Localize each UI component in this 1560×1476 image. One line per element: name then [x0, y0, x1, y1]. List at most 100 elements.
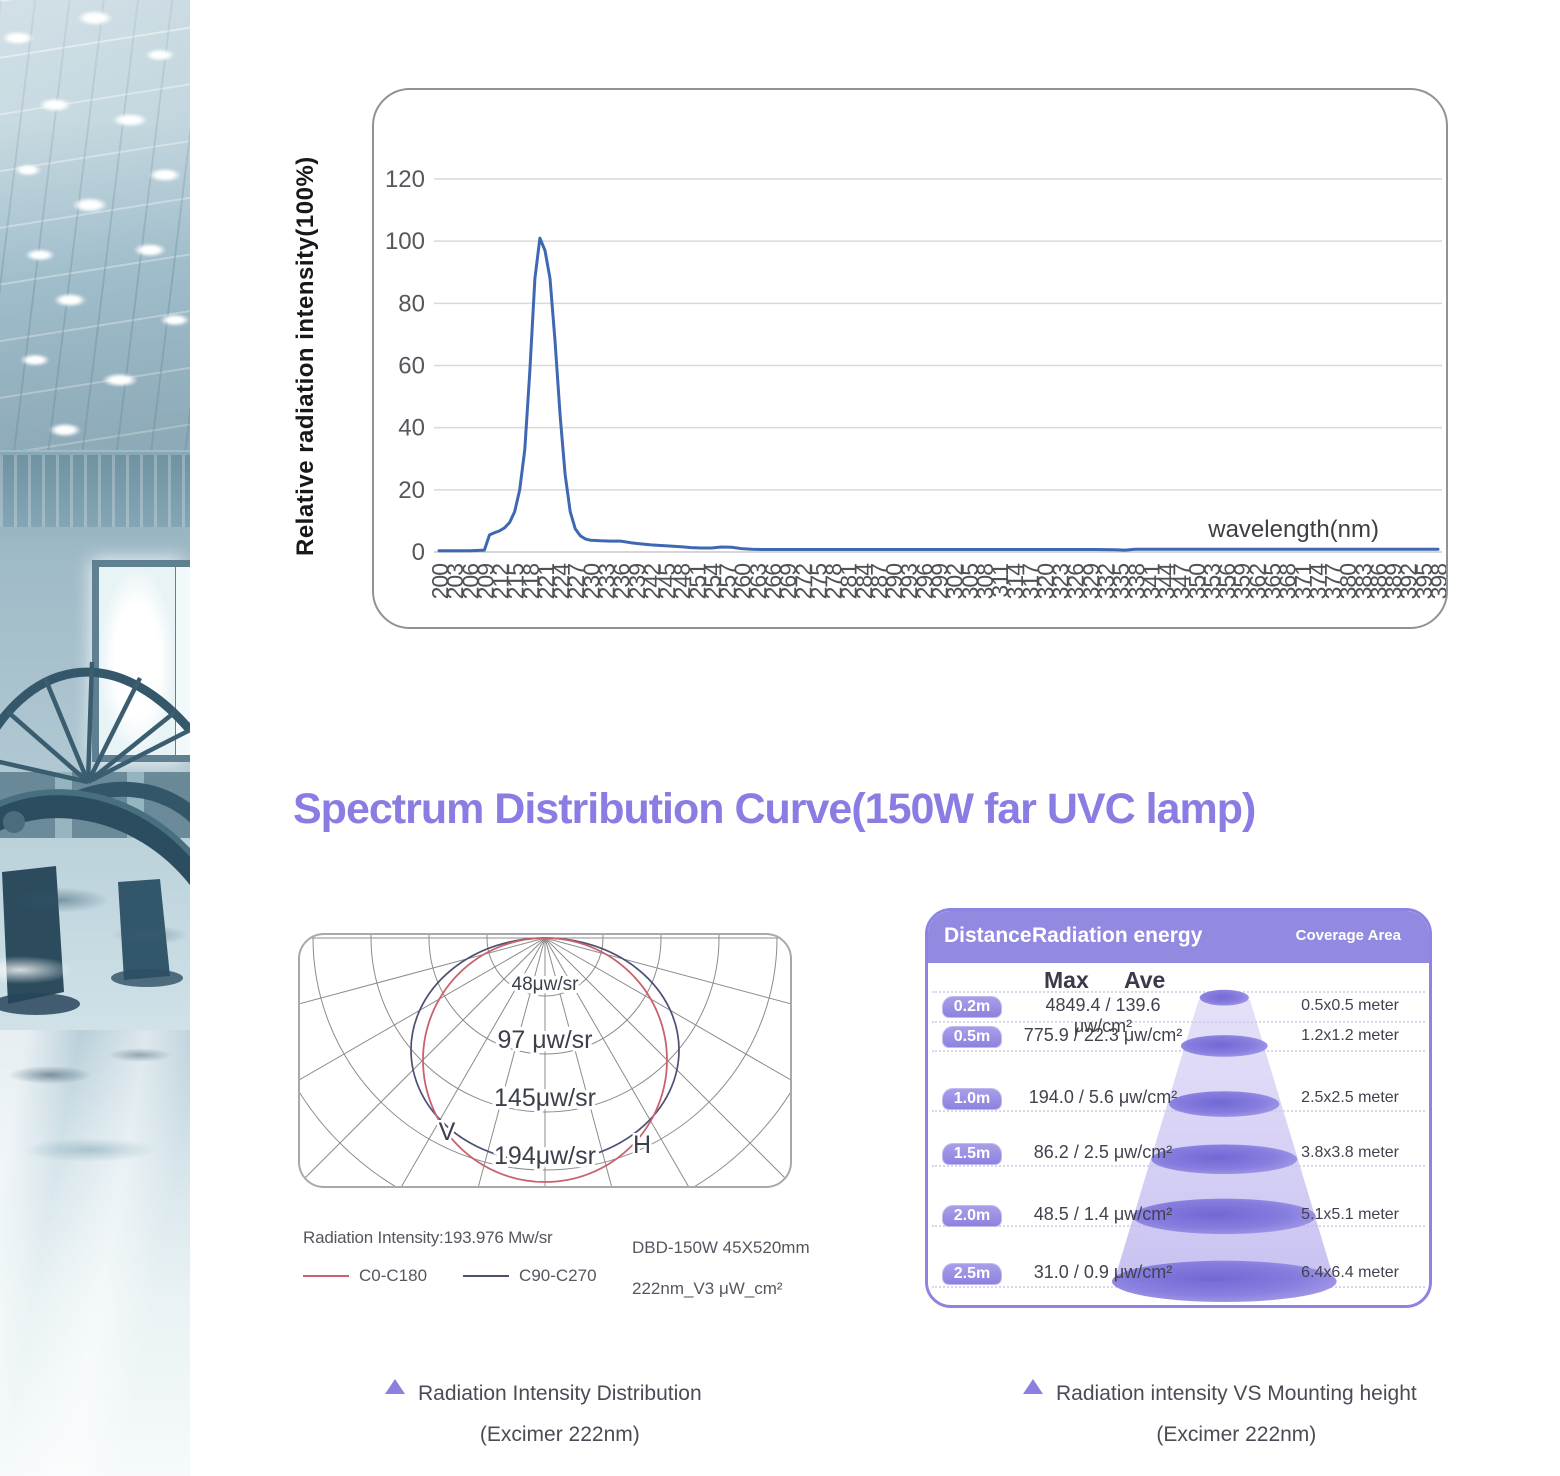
x-tick-label: 200 [427, 564, 453, 600]
x-tick-label: 212 [488, 564, 514, 600]
polar-spoke [300, 937, 546, 1081]
x-tick-label: 386 [1366, 564, 1392, 600]
legend-c90-c270: C90-C270 [519, 1266, 597, 1285]
ring-value-label: 97 μw/sr [498, 1026, 593, 1054]
x-tick-label: 359 [1229, 564, 1255, 600]
photo-reflections [0, 840, 190, 1040]
distance-badge: 0.2m [942, 996, 1002, 1018]
x-tick-label: 344 [1154, 563, 1180, 600]
x-tick-label: 341 [1138, 564, 1164, 600]
spectrum-y-axis-title: Relative radiation intensity(100%) [292, 156, 319, 556]
polar-spoke [300, 937, 546, 1005]
radiation-energy-value: 775.9 / 22.3 μw/cm² [1023, 1025, 1183, 1045]
triangle-bullet-icon [1023, 1379, 1043, 1394]
coverage-area-value: 2.5x2.5 meter [1301, 1089, 1399, 1106]
dotted-separator [932, 1286, 1425, 1288]
x-tick-label: 269 [775, 564, 801, 600]
x-tick-label: 281 [836, 564, 862, 600]
subheader-max: Max [1044, 967, 1089, 993]
x-tick-label: 320 [1033, 564, 1059, 600]
x-tick-label: 245 [654, 564, 680, 600]
x-tick-label: 335 [1108, 564, 1134, 600]
x-tick-label: 260 [730, 564, 756, 600]
radiation-polar-chart: 48μw/sr 97 μw/sr 145μw/sr 194μw/sr V H [300, 935, 790, 1186]
spectrum-line-series [437, 236, 1440, 553]
polar-spoke [544, 937, 790, 1184]
x-tick-label: 314 [1002, 563, 1028, 600]
x-tick-label: 362 [1244, 564, 1270, 600]
caption-mounting-height: Radiation intensity VS Mounting height (… [1023, 1374, 1417, 1456]
x-tick-label: 311 [987, 564, 1013, 598]
photo-window-edge [176, 560, 190, 762]
x-tick-label: 353 [1199, 564, 1225, 600]
caption-right-line2: (Excimer 222nm) [1156, 1422, 1317, 1446]
polar-spoke [300, 937, 546, 1184]
x-tick-label: 371 [1290, 564, 1316, 600]
triangle-bullet-icon [385, 1379, 405, 1394]
x-tick-label: 203 [442, 564, 468, 600]
radiation-energy-value: 194.0 / 5.6 μw/cm² [1028, 1087, 1178, 1107]
x-tick-label: 221 [533, 564, 559, 600]
x-tick-label: 209 [472, 564, 498, 600]
caption-right-line1: Radiation intensity VS Mounting height [1056, 1382, 1417, 1405]
distance-badge: 0.5m [942, 1026, 1002, 1048]
light-beam-cone [1112, 989, 1337, 1303]
mounting-table-card: Distance Radiation energy Coverage Area … [925, 908, 1432, 1308]
col-distance: Distance [944, 924, 1032, 947]
x-tick-label: 374 [1305, 563, 1331, 600]
coverage-area-value: 3.8x3.8 meter [1301, 1144, 1399, 1161]
x-tick-label: 254 [700, 563, 726, 600]
x-tick-label: 377 [1320, 564, 1346, 600]
distance-badge: 1.5m [942, 1143, 1002, 1165]
legend-c0-c180: C0-C180 [359, 1266, 428, 1285]
polar-spoke [544, 937, 689, 1186]
x-tick-label: 395 [1411, 564, 1437, 600]
y-tick-label: 60 [398, 353, 425, 380]
ring-value-label: 48μw/sr [512, 974, 580, 995]
x-tick-label: 392 [1396, 564, 1422, 600]
caption-left-line2: (Excimer 222nm) [479, 1422, 640, 1446]
x-tick-label: 389 [1381, 564, 1407, 600]
spectrum-chart-card: 0 20 40 60 80 100 120 200 203 206 209 212 215 218 221 2… [372, 88, 1448, 629]
x-tick-label: 332 [1093, 564, 1119, 600]
photo-wall-beam [0, 455, 190, 527]
polar-spoke [544, 937, 790, 1081]
dotted-separator [932, 1050, 1425, 1052]
x-tick-label: 233 [594, 564, 620, 600]
x-tick-label: 323 [1048, 564, 1074, 600]
radiation-energy-value: 48.5 / 1.4 μw/cm² [1033, 1204, 1173, 1224]
polar-spoke [401, 937, 546, 1186]
unit-note: 222nm_V3 μW_cm² [632, 1278, 783, 1298]
radiation-energy-value: 86.2 / 2.5 μw/cm² [1033, 1142, 1173, 1162]
x-tick-label: 266 [760, 564, 786, 600]
dotted-separator [932, 1225, 1425, 1227]
x-tick-label: 257 [715, 564, 741, 600]
x-tick-label: 230 [578, 564, 604, 600]
x-tick-label: 296 [911, 564, 937, 600]
dotted-separator [932, 1110, 1425, 1112]
model-number: DBD-150W 45X520mm [632, 1238, 810, 1257]
x-tick-label: 338 [1123, 564, 1149, 600]
caption-left-line1: Radiation Intensity Distribution [418, 1382, 702, 1405]
x-tick-label: 278 [821, 564, 847, 600]
distance-badge: 2.0m [942, 1205, 1002, 1227]
x-tick-label: 365 [1260, 564, 1286, 600]
c90-c270-line-swatch [463, 1275, 510, 1277]
distance-badge: 2.5m [942, 1263, 1002, 1285]
x-tick-label: 275 [805, 564, 831, 600]
page-title: Spectrum Distribution Curve(150W far UVC… [293, 785, 1256, 833]
x-tick-label: 290 [881, 564, 907, 600]
col-coverage-area: Coverage Area [1295, 927, 1401, 944]
polar-legend: C0-C180 C90-C270 [303, 1266, 597, 1286]
y-tick-label: 0 [412, 539, 425, 566]
dotted-separator [932, 1165, 1425, 1167]
distance-badge: 1.0m [942, 1088, 1002, 1110]
x-tick-label: 206 [457, 564, 483, 600]
x-tick-label: 350 [1184, 564, 1210, 600]
x-tick-label: 368 [1275, 564, 1301, 600]
photo-floor [0, 1030, 190, 1476]
y-tick-label: 120 [385, 166, 425, 193]
x-tick-label: 215 [503, 564, 529, 600]
x-tick-label: 302 [942, 564, 968, 600]
photo-ceiling-lights [0, 0, 190, 460]
